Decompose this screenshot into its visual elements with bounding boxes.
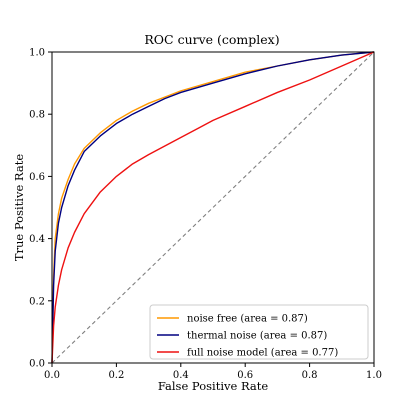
y-axis-label: True Positive Rate bbox=[12, 154, 26, 261]
x-axis-label: False Positive Rate bbox=[158, 379, 269, 393]
x-tick-label: 0.4 bbox=[173, 370, 189, 381]
x-tick-label: 0.0 bbox=[44, 370, 60, 381]
plot-frame bbox=[51, 51, 375, 364]
legend-box bbox=[149, 304, 369, 360]
y-tick-label: 0.2 bbox=[29, 296, 45, 307]
y-tick-label: 0.6 bbox=[29, 172, 45, 183]
y-tick-label: 1.0 bbox=[29, 48, 45, 59]
series-line-2 bbox=[51, 51, 375, 364]
axis-ticks: 0.0 0.2 0.4 0.6 0.8 1.0 0.0 0.2 0.4 0.6 0.8 1.0 bbox=[29, 48, 382, 382]
series-line-3 bbox=[51, 51, 375, 364]
plot-area bbox=[51, 51, 375, 364]
x-tick-label: 1.0 bbox=[366, 370, 382, 381]
y-tick-label: 0.8 bbox=[29, 110, 45, 121]
chart-title: ROC curve (complex) bbox=[144, 32, 279, 47]
legend: noise free (area = 0.87) thermal noise (a… bbox=[149, 304, 369, 360]
chance-diagonal-line bbox=[51, 51, 375, 364]
y-tick-label: 0.4 bbox=[29, 234, 45, 245]
x-tick-label: 0.8 bbox=[302, 370, 318, 381]
legend-label: noise free (area = 0.87) bbox=[187, 314, 308, 325]
y-tick-label: 0.0 bbox=[29, 359, 45, 370]
legend-label: thermal noise (area = 0.87) bbox=[187, 331, 327, 342]
legend-label: full noise model (area = 0.77) bbox=[187, 348, 338, 359]
x-tick-label: 0.6 bbox=[237, 370, 253, 381]
x-tick-label: 0.2 bbox=[108, 370, 124, 381]
